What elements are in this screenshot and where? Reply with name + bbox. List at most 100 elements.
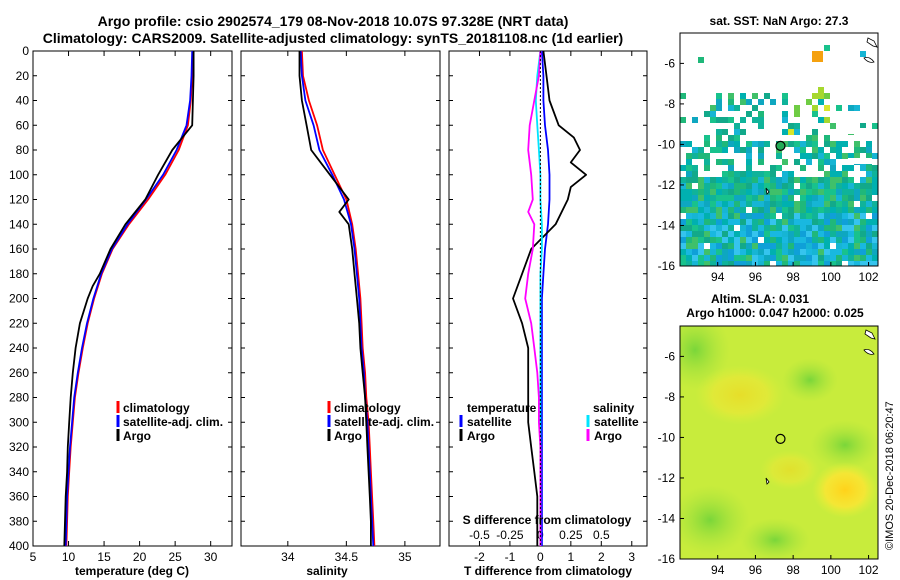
sst-cell: [686, 213, 692, 219]
sst-cell: [812, 141, 818, 147]
temp-xtick-label: 15: [97, 550, 111, 564]
sla-lat-label: -12: [658, 471, 676, 485]
depth-tick-label: 80: [16, 143, 30, 157]
sst-cell: [776, 219, 782, 225]
sst-cell: [824, 171, 830, 177]
sst-cell: [818, 237, 824, 243]
sst-cell: [680, 165, 686, 171]
sst-cell: [824, 177, 830, 183]
sst-cell: [692, 213, 698, 219]
sst-cell: [758, 141, 764, 147]
diff-xtick-label: 2: [598, 550, 605, 564]
sst-cell: [680, 189, 686, 195]
sst-cell: [704, 141, 710, 147]
sst-cell: [806, 225, 812, 231]
sst-cell: [842, 153, 848, 159]
sst-cell-warm: [812, 51, 823, 62]
sla-lat-label: -16: [658, 552, 676, 566]
sst-cell: [758, 159, 764, 165]
sst-cell: [866, 153, 872, 159]
sst-cell: [692, 165, 698, 171]
sst-cell: [752, 141, 758, 147]
sst-cell: [866, 243, 872, 249]
sst-cell: [872, 153, 878, 159]
sst-cell: [722, 147, 728, 153]
sst-cell: [746, 249, 752, 255]
sst-cell: [854, 147, 860, 153]
legend-argo: Argo: [334, 429, 362, 443]
sst-cell: [758, 99, 764, 105]
sst-cell: [734, 141, 740, 147]
sst-cell: [746, 255, 752, 261]
sst-cell: [860, 243, 866, 249]
sst-cell: [812, 93, 818, 99]
temperature-legend: climatology satellite-adj. clim. Argo: [116, 401, 223, 443]
sst-cell: [830, 165, 836, 171]
sst-cell: [860, 237, 866, 243]
sst-cell: [746, 225, 752, 231]
sst-cell: [686, 243, 692, 249]
sst-cell: [812, 237, 818, 243]
sst-cell: [824, 45, 830, 51]
sst-cell: [776, 237, 782, 243]
temperature-panel: [32, 50, 233, 547]
difference-panel: [448, 50, 648, 547]
sst-cell: [854, 189, 860, 195]
sst-cell: [836, 261, 842, 266]
sst-cell: [704, 177, 710, 183]
sst-cell: [734, 129, 740, 135]
sst-cell: [782, 225, 788, 231]
sst-cell: [800, 207, 806, 213]
sst-cell: [824, 189, 830, 195]
sst-cell: [722, 141, 728, 147]
sst-cell: [836, 171, 842, 177]
sst-cell: [710, 255, 716, 261]
sst-cell: [872, 171, 878, 177]
sst-cell: [854, 207, 860, 213]
sst-cell: [860, 165, 866, 171]
sst-cell: [842, 237, 848, 243]
sla-low-s: [740, 518, 810, 559]
sst-cell: [692, 147, 698, 153]
sst-cell: [764, 249, 770, 255]
sst-cell: [692, 189, 698, 195]
sla-island-sumatra: [864, 329, 876, 340]
sst-cell: [740, 213, 746, 219]
sst-cell: [776, 183, 782, 189]
sst-cell: [770, 171, 776, 177]
sst-cell: [704, 195, 710, 201]
sst-cell: [866, 225, 872, 231]
sst-cell: [734, 183, 740, 189]
sst-cell: [836, 231, 842, 237]
sst-cell: [734, 135, 740, 141]
sst-cell: [818, 231, 824, 237]
sst-cell: [848, 105, 854, 111]
diff-top-tick-label: -0.5: [469, 528, 490, 542]
sst-cell: [818, 189, 824, 195]
sst-cell: [770, 255, 776, 261]
sst-cell: [758, 225, 764, 231]
sst-cell: [854, 231, 860, 237]
sst-cell: [764, 213, 770, 219]
sst-cell: [764, 183, 770, 189]
sst-cell: [710, 105, 716, 111]
sst-cell: [794, 159, 800, 165]
sst-cell: [758, 183, 764, 189]
sst-cell: [692, 243, 698, 249]
sst-cell: [716, 183, 722, 189]
sst-cell: [806, 213, 812, 219]
sst-cloud-gap: [848, 158, 854, 164]
sst-cell: [764, 219, 770, 225]
sst-map-land: [765, 37, 878, 195]
sst-cell: [794, 123, 800, 129]
sst-cell: [716, 243, 722, 249]
sst-cell: [818, 207, 824, 213]
sst-cell: [848, 153, 854, 159]
sst-cell: [716, 237, 722, 243]
sal-series-satellite-adj-clim-: [299, 51, 375, 546]
sst-cell: [818, 159, 824, 165]
sst-cell: [752, 237, 758, 243]
sst-cell: [734, 123, 740, 129]
sst-cell: [794, 261, 800, 266]
sst-cell: [698, 219, 704, 225]
